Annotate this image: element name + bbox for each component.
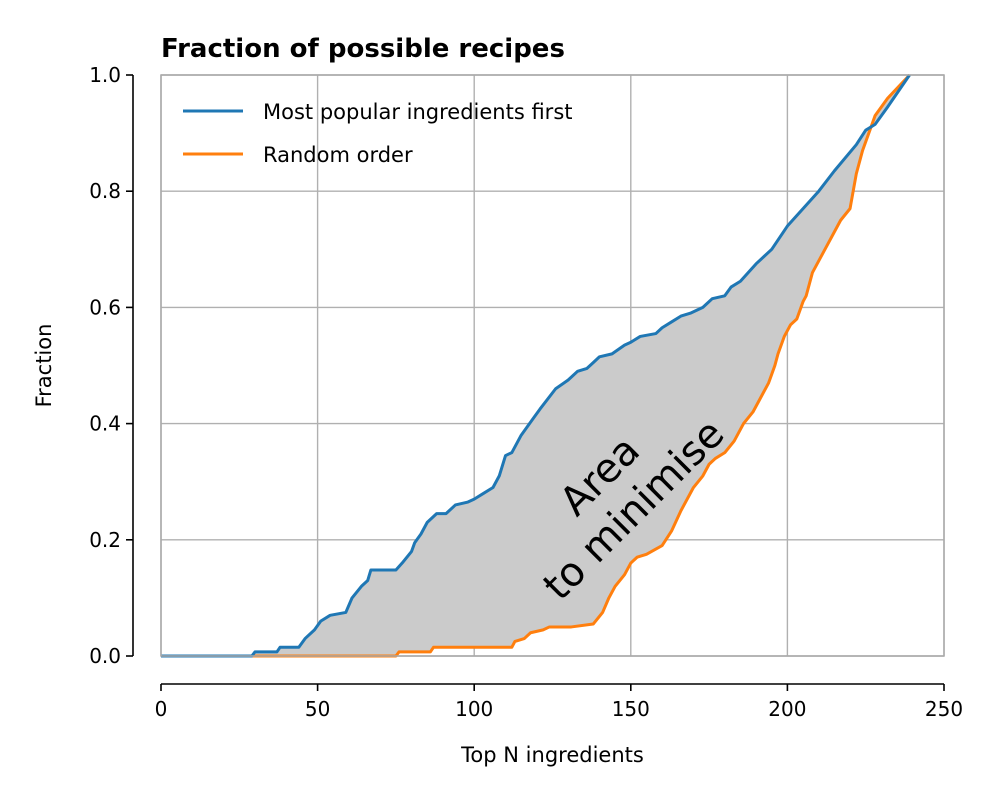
x-tick-label: 200: [768, 697, 806, 721]
fill-between-area: [161, 75, 910, 656]
y-tick-label: 0.6: [89, 295, 121, 319]
plot-frame: [160, 74, 945, 657]
legend-label: Random order: [263, 143, 413, 167]
chart-title: Fraction of possible recipes: [161, 34, 565, 64]
series-line-most-popular: [161, 74, 911, 658]
y-tick-label: 0.8: [89, 179, 121, 203]
y-tick-label: 0.2: [89, 528, 121, 552]
y-tick-label: 0.4: [89, 412, 121, 436]
x-tick-label: 250: [925, 697, 963, 721]
area-fill: [161, 75, 910, 656]
legend: Most popular ingredients first Random ord…: [183, 100, 573, 167]
series-line-random-order: [161, 73, 911, 658]
axes: 0.0 0.2 0.4 0.6 0.8 1.0 0 50 100 150 200 250: [89, 63, 963, 721]
x-axis-label: Top N ingredients: [460, 743, 644, 767]
series-lines: [161, 73, 911, 658]
x-tick-label: 50: [305, 697, 330, 721]
legend-label: Most popular ingredients first: [263, 100, 573, 124]
x-tick-label: 150: [612, 697, 650, 721]
y-tick-label: 1.0: [89, 63, 121, 87]
x-tick-label: 100: [455, 697, 493, 721]
y-axis-label: Fraction: [32, 324, 56, 408]
y-tick-label: 0.0: [89, 644, 121, 668]
x-tick-label: 0: [155, 697, 168, 721]
